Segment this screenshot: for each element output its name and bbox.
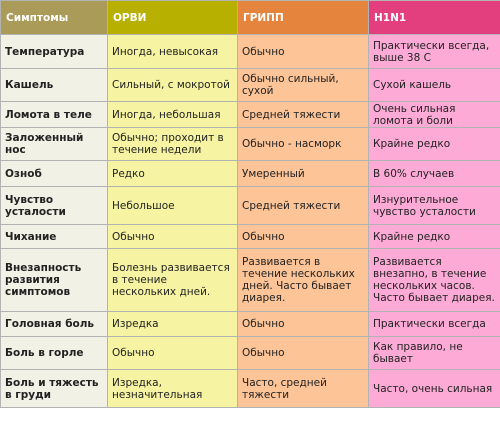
cell-symptom: Чихание — [0, 224, 108, 249]
cell-h1n1: В 60% случаев — [368, 160, 500, 187]
table-row: Заложенный нос Обычно; проходит в течение… — [0, 127, 500, 161]
table-row: Кашель Сильный, с мокротой Обычно сильный,… — [0, 68, 500, 102]
cell-gripp: Обычно сильный, сухой — [237, 68, 369, 102]
table-row: Внезапность развития симптомов Болезнь ра… — [0, 248, 500, 312]
cell-orvi: Обычно; проходит в течение недели — [107, 127, 238, 161]
cell-gripp: Обычно — [237, 34, 369, 69]
cell-symptom: Боль в горле — [0, 336, 108, 370]
cell-orvi: Иногда, небольшая — [107, 101, 238, 128]
cell-orvi: Иногда, невысокая — [107, 34, 238, 69]
cell-orvi: Изредка, незначительная — [107, 369, 238, 408]
cell-h1n1: Крайне редко — [368, 224, 500, 249]
table-row: Ломота в теле Иногда, небольшая Средней тя… — [0, 101, 500, 128]
cell-gripp: Средней тяжести — [237, 186, 369, 225]
cell-symptom: Кашель — [0, 68, 108, 102]
cell-h1n1: Часто, очень сильная — [368, 369, 500, 408]
cell-symptom: Заложенный нос — [0, 127, 108, 161]
cell-orvi: Обычно — [107, 336, 238, 370]
header-h1n1: H1N1 — [368, 0, 500, 35]
cell-h1n1: Крайне редко — [368, 127, 500, 161]
cell-symptom: Ломота в теле — [0, 101, 108, 128]
cell-orvi: Изредка — [107, 311, 238, 337]
cell-h1n1: Изнурительное чувство усталости — [368, 186, 500, 225]
cell-symptom: Озноб — [0, 160, 108, 187]
table-row: Чувство усталости Небольшое Средней тяжест… — [0, 186, 500, 225]
cell-orvi: Обычно — [107, 224, 238, 249]
table-row: Чихание Обычно Обычно Крайне редко — [0, 224, 500, 249]
cell-gripp: Обычно — [237, 224, 369, 249]
cell-h1n1: Практически всегда, выше 38 С — [368, 34, 500, 69]
cell-h1n1: Сухой кашель — [368, 68, 500, 102]
cell-gripp: Средней тяжести — [237, 101, 369, 128]
cell-gripp: Обычно — [237, 336, 369, 370]
table-row: Боль в горле Обычно Обычно Как правило, не … — [0, 336, 500, 370]
cell-gripp: Развивается в течение нескольких дней. Ч… — [237, 248, 369, 312]
header-row: Симптомы ОРВИ ГРИПП H1N1 — [0, 0, 500, 35]
cell-gripp: Обычно - насморк — [237, 127, 369, 161]
table-row: Головная боль Изредка Обычно Практически вс… — [0, 311, 500, 337]
cell-orvi: Небольшое — [107, 186, 238, 225]
cell-symptom: Боль и тяжесть в груди — [0, 369, 108, 408]
cell-symptom: Внезапность развития симптомов — [0, 248, 108, 312]
cell-h1n1: Практически всегда — [368, 311, 500, 337]
cell-h1n1: Очень сильная ломота и боли — [368, 101, 500, 128]
cell-h1n1: Развивается внезапно, в течение нескольк… — [368, 248, 500, 312]
cell-gripp: Умеренный — [237, 160, 369, 187]
cell-symptom: Головная боль — [0, 311, 108, 337]
cell-h1n1: Как правило, не бывает — [368, 336, 500, 370]
table-row: Озноб Редко Умеренный В 60% случаев — [0, 160, 500, 187]
header-symptoms: Симптомы — [0, 0, 108, 35]
cell-gripp: Обычно — [237, 311, 369, 337]
cell-symptom: Чувство усталости — [0, 186, 108, 225]
header-orvi: ОРВИ — [107, 0, 238, 35]
table-row: Боль и тяжесть в груди Изредка, незначите… — [0, 369, 500, 408]
cell-orvi: Редко — [107, 160, 238, 187]
table-body: Температура Иногда, невысокая Обычно Практи… — [0, 34, 500, 408]
symptoms-table: Симптомы ОРВИ ГРИПП H1N1 Температура Иног… — [0, 0, 500, 408]
header-gripp: ГРИПП — [237, 0, 369, 35]
cell-symptom: Температура — [0, 34, 108, 69]
cell-orvi: Болезнь развивается в течение нескольких… — [107, 248, 238, 312]
table-row: Температура Иногда, невысокая Обычно Практи… — [0, 34, 500, 69]
cell-gripp: Часто, средней тяжести — [237, 369, 369, 408]
cell-orvi: Сильный, с мокротой — [107, 68, 238, 102]
